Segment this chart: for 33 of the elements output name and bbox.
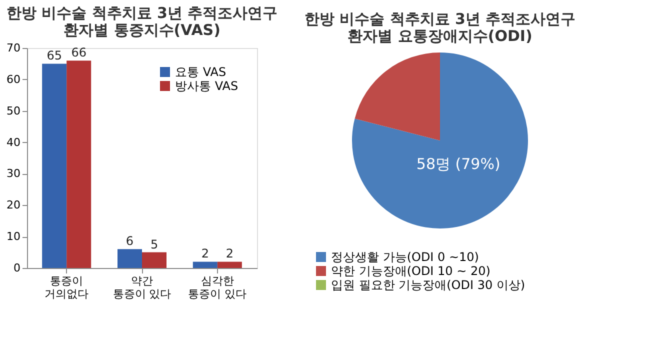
data-label: 5	[150, 237, 158, 252]
bar	[142, 252, 167, 268]
bar	[117, 249, 142, 268]
bar	[42, 64, 67, 268]
legend-label: 정상생활 가능(ODI 0 ~10)	[331, 250, 479, 264]
y-tick-label: 0	[14, 262, 20, 274]
y-tick-label: 10	[6, 230, 20, 244]
legend-label: 요통 VAS	[175, 65, 226, 79]
chart-title: 한방 비수술 척추치료 3년 추적조사연구 환자별 요통장애지수(ODI)	[304, 10, 576, 45]
x-tick-label: 통증이 거의없다	[44, 274, 89, 300]
legend-label: 입원 필요한 기능장애(ODI 30 이상)	[331, 278, 526, 292]
bar	[217, 262, 242, 268]
x-tick-label: 약간 통증이 있다	[112, 274, 172, 300]
y-tick-label: 70	[6, 42, 20, 54]
bar	[192, 262, 218, 268]
bar	[66, 60, 92, 268]
legend-label: 방사통 VAS	[175, 79, 238, 93]
y-tick-label: 30	[6, 167, 20, 180]
data-label: 58명 (79%)	[416, 155, 500, 174]
y-tick-label: 60	[6, 72, 20, 86]
pie-slice	[352, 52, 528, 228]
x-tick-label: 심각한 통증이 있다	[188, 274, 247, 300]
data-label: 66	[71, 46, 86, 60]
data-label: 6	[126, 234, 134, 248]
y-tick-label: 50	[6, 104, 20, 118]
y-tick-label: 20	[6, 198, 20, 212]
legend-label: 약한 기능장애(ODI 10 ~ 20)	[331, 264, 490, 278]
y-tick-label: 40	[6, 136, 20, 149]
data-label: 2	[226, 246, 234, 261]
data-label: 2	[201, 246, 209, 261]
chart-title: 한방 비수술 척추치료 3년 추적조사연구 환자별 통증지수(VAS)	[6, 4, 278, 39]
pie-slice	[354, 52, 440, 140]
data-label: 65	[46, 48, 62, 63]
